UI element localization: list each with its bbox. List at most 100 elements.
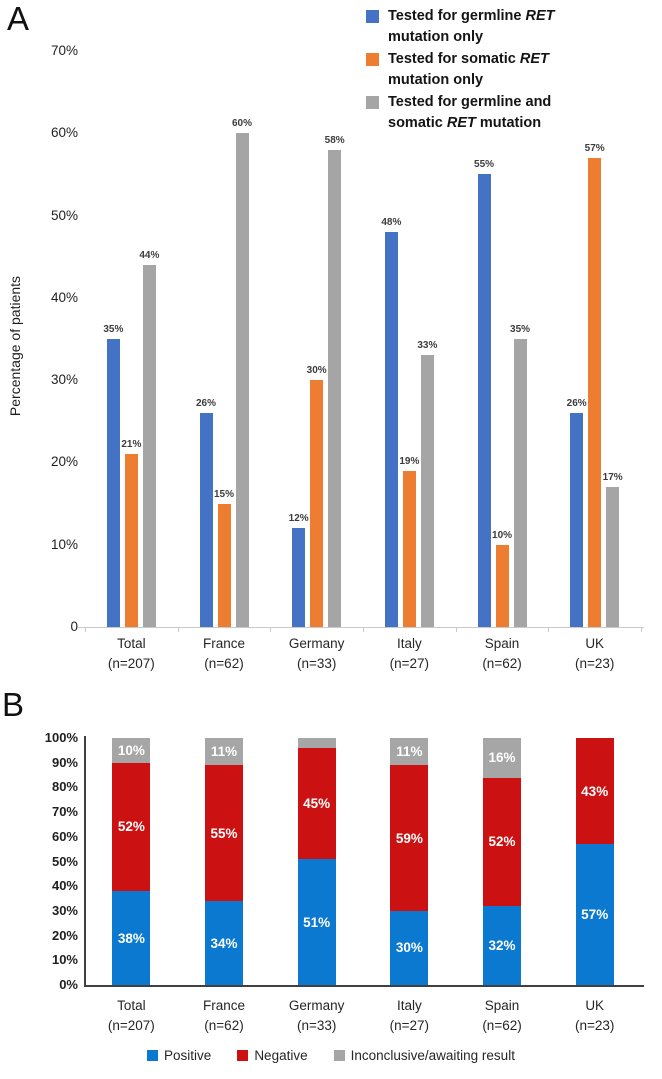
- bar-value-label: 60%: [231, 118, 253, 130]
- bar-group-spain: 55% 10% 35%: [456, 51, 549, 627]
- panel-a-y-axis-title: Percentage of patients: [7, 275, 23, 417]
- bar: 60%: [232, 118, 252, 627]
- x-axis-tick: [455, 627, 457, 632]
- category-label: Germany (n=33): [270, 996, 363, 1036]
- bar-group-germany: 12% 30% 58%: [270, 51, 363, 627]
- stacked-segment: 10%: [112, 738, 151, 763]
- stacked-segment: 43%: [575, 738, 614, 845]
- panel-a-plot-area: 35% 21% 44% 26% 15% 60% 12% 30% 58% 48% 19% 33% 55% 1…: [85, 51, 641, 627]
- panel-a-y-tick: 0: [70, 619, 78, 634]
- bar-value-label: 26%: [566, 398, 587, 410]
- category-n: (n=207): [107, 1018, 155, 1033]
- category-label: UK (n=23): [548, 996, 641, 1036]
- stacked-segment: 32%: [483, 905, 522, 985]
- bar-value-label: 33%: [417, 340, 438, 352]
- panel-b-y-tick: 10%: [51, 952, 78, 968]
- category-name: Total: [117, 636, 146, 651]
- bar: 26%: [196, 398, 216, 627]
- category-name: France: [202, 636, 246, 651]
- bar: 35%: [103, 324, 123, 627]
- panel-b-y-tick: 90%: [51, 754, 78, 770]
- category-label: Total (n=207): [85, 996, 178, 1036]
- category-n: (n=27): [389, 656, 430, 671]
- panel-a-y-tick: 40%: [50, 289, 78, 305]
- category-n: (n=207): [107, 656, 155, 671]
- panel-b-x-axis-line: [84, 985, 644, 987]
- legend-item: Tested for germline RET mutation only: [366, 6, 592, 48]
- category-name: Germany: [288, 998, 345, 1013]
- legend-color-chip: [366, 53, 379, 66]
- bar-value-label: 58%: [324, 134, 345, 146]
- category-label: Spain (n=62): [456, 634, 549, 674]
- bar: 58%: [325, 135, 345, 627]
- category-n: (n=33): [296, 656, 337, 671]
- bar-value-label: 10%: [492, 529, 513, 541]
- bar-value-label: 48%: [381, 217, 402, 229]
- legend-item: Inconclusive/awaiting result: [333, 1048, 515, 1063]
- panel-a-y-tick: 30%: [50, 372, 78, 388]
- legend-item: Negative: [237, 1048, 308, 1063]
- x-axis-tick: [363, 627, 364, 632]
- bar-group-total: 35% 21% 44%: [85, 51, 178, 627]
- stacked-segment: 30%: [390, 910, 429, 985]
- panel-b-legend: Positive Negative Inconclusive/awaiting re…: [0, 1048, 662, 1063]
- stacked-segment: 52%: [112, 762, 151, 892]
- category-name: Italy: [396, 636, 422, 651]
- bar-value-label: 44%: [139, 249, 160, 261]
- legend-label: Inconclusive/awaiting result: [350, 1048, 515, 1063]
- legend-color-chip: [237, 1050, 249, 1061]
- panel-b-y-tick: 20%: [51, 927, 78, 943]
- x-axis-tick: [85, 627, 86, 632]
- panel-b-y-tick: 0%: [59, 977, 78, 992]
- bar: 17%: [603, 472, 623, 627]
- category-name: UK: [585, 998, 605, 1013]
- category-label: Italy (n=27): [363, 996, 456, 1036]
- stacked-segment: 16%: [483, 738, 522, 778]
- category-name: UK: [585, 636, 605, 651]
- panel-a-x-axis-line: [78, 627, 644, 628]
- bar-value-label: 26%: [195, 398, 217, 410]
- panel-b-label: B: [2, 686, 25, 723]
- category-n: (n=62): [204, 1018, 244, 1033]
- category-label: Germany (n=33): [270, 634, 363, 674]
- panel-b-y-tick: 50%: [51, 853, 78, 869]
- panel-b-y-tick: 80%: [51, 779, 78, 795]
- panel-b-y-tick: 40%: [51, 878, 78, 894]
- stacked-segment: 59%: [390, 765, 429, 911]
- stacked-bar-group-germany: 51% 45%: [270, 738, 363, 985]
- panel-b-x-category-labels: Total (n=207) France (n=62) Germany (n=33) Ita…: [85, 996, 641, 1036]
- bar: 10%: [492, 530, 512, 627]
- stacked-segment: 11%: [205, 738, 243, 766]
- panel-b-y-tick: 100%: [44, 730, 78, 745]
- bar: 21%: [121, 439, 141, 627]
- stacked-segment: 45%: [297, 747, 336, 860]
- category-n: (n=62): [204, 656, 244, 671]
- bar-group-uk: 26% 57% 17%: [548, 51, 641, 627]
- legend-color-chip: [333, 1050, 345, 1061]
- stacked-segment: 57%: [575, 844, 614, 985]
- category-name: France: [202, 998, 246, 1013]
- bar: 19%: [399, 456, 419, 627]
- x-axis-tick: [641, 627, 642, 632]
- legend-color-chip: [366, 10, 379, 23]
- panel-a-y-tick: 50%: [50, 207, 78, 223]
- category-label: UK (n=23): [548, 634, 641, 674]
- bar-value-label: 15%: [213, 488, 235, 500]
- stacked-bar-group-france: 34% 55% 11%: [178, 738, 271, 985]
- legend-item: Positive: [147, 1048, 211, 1063]
- panel-a-x-category-labels: Total (n=207) France (n=62) Germany (n=33) Ita…: [85, 634, 641, 674]
- stacked-segment: 52%: [483, 777, 522, 906]
- category-n: (n=62): [482, 1018, 522, 1033]
- bar: 15%: [214, 489, 234, 627]
- stacked-bar-group-spain: 32% 52% 16%: [456, 738, 549, 985]
- bar: 30%: [307, 365, 327, 627]
- legend-color-chip: [147, 1050, 159, 1061]
- legend-item: Tested for germline and somatic RET muta…: [366, 92, 592, 134]
- panel-a-y-tick: 20%: [50, 454, 78, 470]
- panel-b-y-tick: 70%: [51, 804, 78, 820]
- bar-value-label: 12%: [288, 513, 309, 525]
- bar-group-italy: 48% 19% 33%: [363, 51, 456, 627]
- x-axis-tick: [270, 627, 272, 632]
- category-n: (n=23): [574, 1018, 615, 1033]
- bar-value-label: 55%: [474, 159, 495, 171]
